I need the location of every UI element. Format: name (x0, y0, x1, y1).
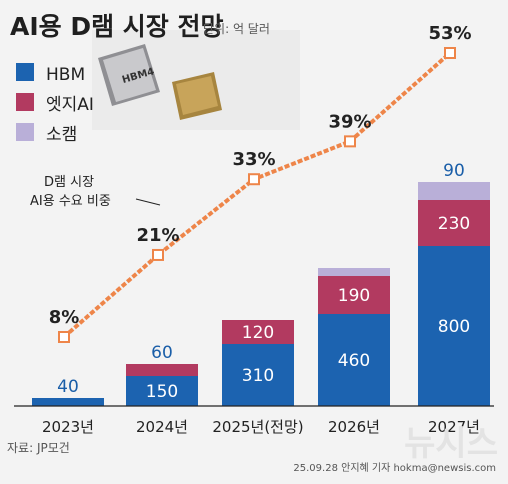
share-point-2 (248, 173, 260, 186)
bar-hbm-0 (32, 398, 104, 406)
category-labels: 2023년 2024년 2025년(전망) 2026년 2027년 (42, 418, 480, 436)
bar-hbm-3 (318, 314, 390, 406)
bar-sokam-3 (318, 268, 390, 276)
share-label-0: 8% (49, 307, 80, 328)
bar-edge-ai-4 (418, 200, 490, 246)
share-label-4: 53% (428, 23, 471, 44)
share-label-2: 33% (232, 149, 275, 170)
bar-hbm-1 (126, 376, 198, 406)
newsis-watermark: 뉴시스 (404, 424, 498, 464)
legend-label-hbm: HBM (46, 65, 85, 85)
bar-hbm-2 (222, 344, 294, 406)
share-point-3 (344, 135, 356, 148)
legend-label-sokam: 소캠 (46, 125, 77, 145)
source-note: 자료: JP모건 (7, 441, 70, 455)
value-label-hbm-1: 150 (146, 382, 178, 402)
share-point-4 (444, 47, 456, 59)
legend-swatch-hbm (16, 63, 34, 81)
category-label-1: 2024년 (136, 418, 188, 436)
bar-edge-ai-2 (222, 320, 294, 344)
annotation-line-1: D램 시장 (44, 175, 94, 190)
value-label-edge-ai-3: 190 (338, 286, 370, 306)
bar-hbm-4 (418, 246, 490, 406)
value-label-sokam-4: 90 (443, 161, 465, 181)
legend: HBM 엣지AI 소캠 (16, 63, 94, 145)
share-point-0 (58, 331, 70, 343)
bar-edge-ai-1 (126, 364, 198, 376)
unit-label: 단위: 억 달러 (203, 22, 270, 36)
credit-line: 25.09.28 안지혜 기자 hokma@newsis.com (293, 462, 496, 474)
value-label-edge-ai-2: 120 (242, 323, 274, 343)
share-label-3: 39% (328, 111, 371, 132)
value-label-edge-ai-4: 230 (438, 214, 470, 234)
value-labels: 40 150 60 310 120 460 190 800 230 90 (57, 161, 470, 402)
category-label-2: 2025년(전망) (212, 418, 303, 436)
category-label-3: 2026년 (328, 418, 380, 436)
value-label-hbm-2: 310 (242, 366, 274, 386)
legend-label-edge-ai: 엣지AI (46, 95, 94, 115)
legend-swatch-edge-ai (16, 93, 34, 111)
legend-swatch-sokam (16, 123, 34, 141)
hbm4-chip-image: HBM4 (98, 44, 160, 106)
share-label-1: 21% (136, 225, 179, 246)
share-point-1 (152, 248, 164, 261)
annotation-pointer (135, 198, 161, 206)
dram-module-image (172, 72, 222, 120)
category-label-4: 2027년 (428, 418, 480, 436)
annotation-line-2: AI용 수요 비중 (30, 194, 111, 209)
bar-edge-ai-3 (318, 276, 390, 314)
bar-series (32, 182, 490, 406)
value-label-hbm-0: 40 (57, 377, 79, 397)
share-line-series: 8% 21% 33% 39% 53% (49, 23, 472, 343)
chart-title: AI용 D램 시장 전망 (10, 12, 224, 41)
value-label-hbm-4: 800 (438, 317, 470, 337)
value-label-hbm-3: 460 (338, 351, 370, 371)
value-label-edge-ai-1: 60 (151, 343, 173, 363)
category-label-0: 2023년 (42, 418, 94, 436)
bar-sokam-4 (418, 182, 490, 200)
